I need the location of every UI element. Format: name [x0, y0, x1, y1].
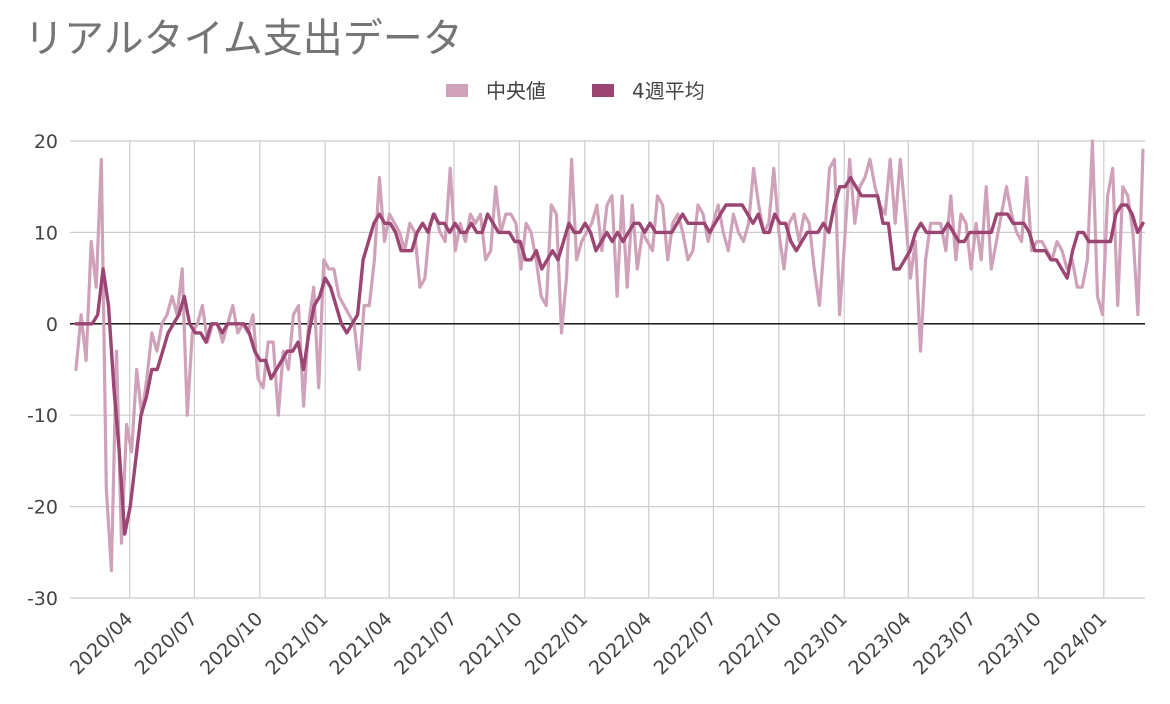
- x-tick-label: 2023/01: [780, 608, 851, 679]
- legend-swatch-avg4w: [592, 84, 614, 97]
- x-tick-label: 2024/01: [1040, 608, 1111, 679]
- y-tick-label: 0: [46, 314, 58, 336]
- grid: [70, 140, 1145, 599]
- chart-title: リアルタイム支出データ: [24, 16, 463, 62]
- x-tick-label: 2020/10: [196, 608, 267, 679]
- series-line-median: [74, 139, 1145, 573]
- y-tick-label: -10: [27, 405, 58, 427]
- x-tick-label: 2022/10: [715, 608, 786, 679]
- y-tick-label: 10: [34, 222, 58, 244]
- legend-label-median: 中央値: [486, 79, 546, 103]
- legend-label-avg4w: 4週平均: [632, 79, 705, 103]
- x-tick-label: 2021/04: [325, 608, 396, 679]
- x-tick-label: 2022/07: [650, 608, 721, 679]
- x-tick-label: 2020/04: [66, 608, 137, 679]
- legend: 中央値 4週平均: [446, 79, 705, 103]
- series-layer: [70, 139, 1145, 573]
- x-tick-label: 2023/10: [975, 608, 1046, 679]
- y-tick-label: -20: [27, 497, 58, 519]
- x-tick-label: 2021/10: [456, 608, 527, 679]
- series-line-avg4w: [74, 175, 1145, 536]
- x-tick-label: 2021/07: [390, 608, 461, 679]
- y-tick-label: -30: [27, 588, 58, 610]
- legend-swatch-median: [446, 84, 468, 97]
- x-tick-label: 2023/04: [844, 608, 915, 679]
- x-tick-label: 2021/01: [261, 608, 332, 679]
- x-tick-label: 2020/07: [131, 608, 202, 679]
- x-tick-label: 2022/04: [585, 608, 656, 679]
- x-tick-label: 2022/01: [521, 608, 592, 679]
- y-tick-label: 20: [34, 131, 58, 153]
- x-tick-label: 2023/07: [909, 608, 980, 679]
